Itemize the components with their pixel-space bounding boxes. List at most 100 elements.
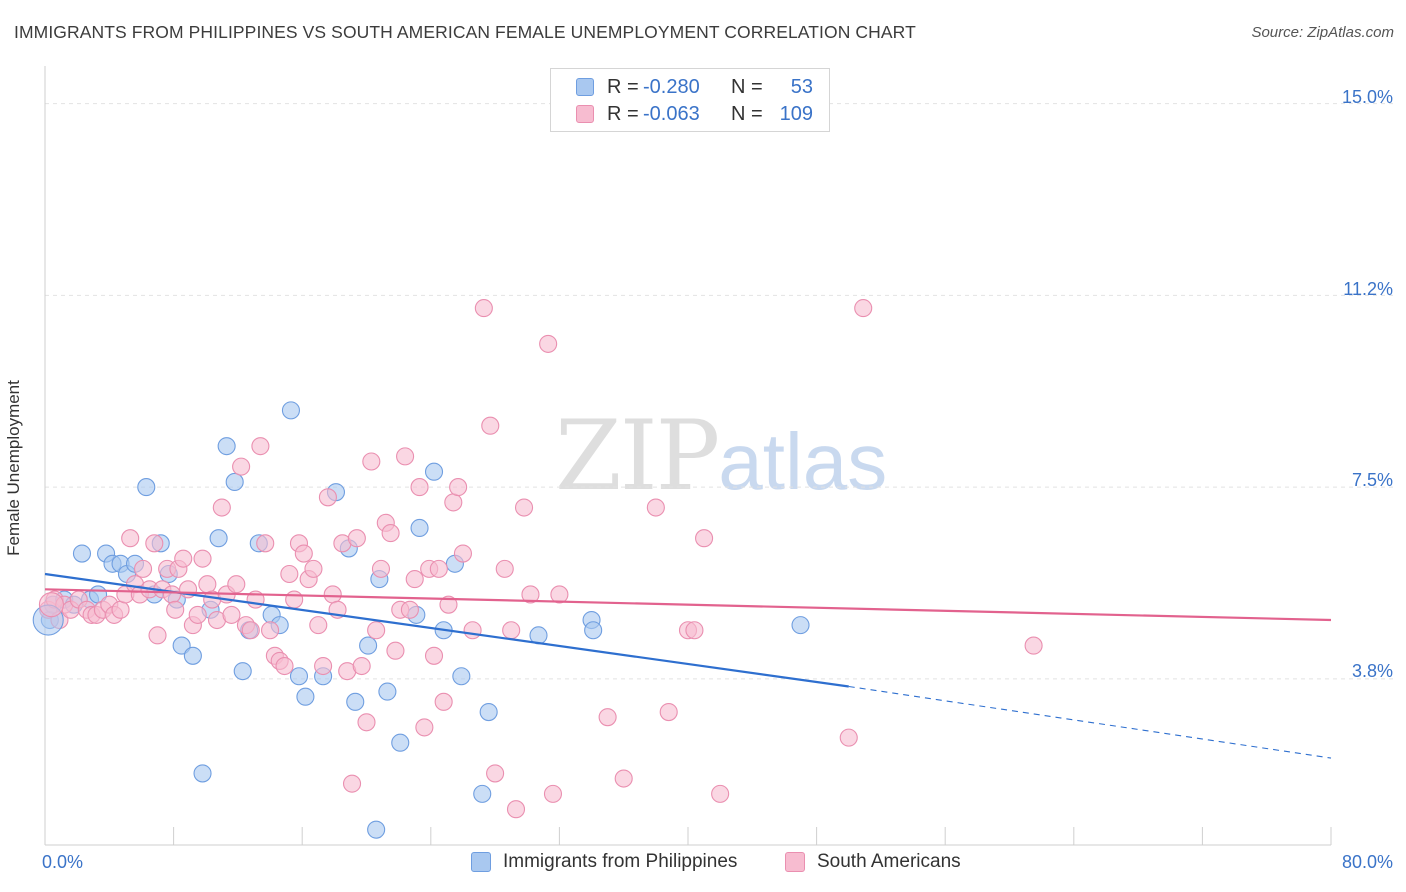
n-label: N = <box>731 75 763 98</box>
south-americans-point <box>434 692 453 711</box>
south-americans-point <box>685 621 704 640</box>
south-americans-point <box>854 299 873 318</box>
r-label: R = <box>607 75 639 98</box>
south-americans-point <box>256 534 275 553</box>
south-americans-point <box>162 585 182 604</box>
south-americans-point <box>514 498 534 517</box>
south-americans-point <box>309 616 328 635</box>
south-americans-point <box>275 656 294 676</box>
south-americans-point-large <box>38 592 64 618</box>
south-americans-point <box>543 784 563 803</box>
legend-label: South Americans <box>817 851 961 872</box>
south-americans-point <box>232 457 251 476</box>
philippines-point <box>473 784 492 803</box>
south-americans-point <box>400 600 419 619</box>
philippines-point <box>359 636 378 655</box>
legend-item-philippines: Immigrants from Philippines <box>471 851 737 873</box>
south-americans-point <box>222 605 241 624</box>
y-tick-label-15: 15.0% <box>1341 87 1393 107</box>
south-americans-point <box>598 708 617 727</box>
south-americans-point <box>695 529 714 548</box>
philippines-point <box>378 682 397 701</box>
south-americans-point <box>646 498 665 517</box>
philippines-point <box>391 733 410 752</box>
chart-title: IMMIGRANTS FROM PHILIPPINES VS SOUTH AME… <box>14 22 916 42</box>
south-americans-point <box>424 646 444 665</box>
south-americans-point <box>145 534 164 553</box>
south-americans-point <box>352 656 371 676</box>
philippines-point <box>172 636 191 655</box>
south-americans-point <box>260 621 280 640</box>
south-americans-point <box>386 641 405 660</box>
pink-swatch-icon <box>785 852 805 872</box>
south-americans-point <box>166 600 185 619</box>
philippines-trend-extension <box>848 685 1332 759</box>
philippines-point <box>584 621 603 640</box>
south-americans-point <box>449 478 468 497</box>
south-americans-point <box>188 605 207 624</box>
n-value: 53 <box>790 75 813 98</box>
south-americans-point <box>111 600 130 619</box>
r-value: -0.063 <box>643 102 700 125</box>
south-americans-point <box>280 564 299 584</box>
south-americans-point <box>227 575 246 594</box>
south-americans-point <box>371 559 391 578</box>
south-americans-point <box>463 621 482 640</box>
philippines-point <box>791 616 810 635</box>
south-americans-point <box>396 447 415 466</box>
n-label: N = <box>731 102 763 125</box>
south-americans-point <box>521 585 540 604</box>
philippines-point <box>72 544 92 563</box>
philippines-point <box>479 703 498 722</box>
philippines-point <box>217 437 236 456</box>
watermark-zip: ZIP <box>555 400 720 512</box>
south-americans-point <box>453 544 473 563</box>
philippines-point <box>233 662 252 681</box>
south-americans-point <box>659 703 678 722</box>
r-label: R = <box>607 102 639 125</box>
watermark: ZIPatlas <box>555 400 887 512</box>
south-americans-point <box>486 764 505 783</box>
philippines-trend-line <box>44 572 849 688</box>
south-americans-point <box>410 478 429 497</box>
south-americans-point <box>1024 636 1043 655</box>
philippines-point <box>346 692 365 711</box>
south-americans-point <box>304 559 323 578</box>
south-americans-point <box>251 437 270 456</box>
y-axis-label: Female Unemployment <box>4 380 23 556</box>
r-value: -0.280 <box>643 75 700 98</box>
south-americans-point <box>193 549 212 568</box>
south-americans-point <box>474 299 493 318</box>
correlation-legend: R = -0.280 N = 53 R = -0.063 N = 109 <box>550 68 830 132</box>
south-americans-point <box>439 595 458 614</box>
legend-label: Immigrants from Philippines <box>503 851 738 872</box>
series-legend: Immigrants from Philippines South Americ… <box>0 851 1406 877</box>
y-tick-label-3-8: 3.8% <box>1351 661 1393 681</box>
south-americans-point <box>405 570 424 589</box>
south-americans-point <box>285 590 304 609</box>
south-americans-point <box>502 621 521 640</box>
watermark-atlas: atlas <box>718 417 888 506</box>
south-americans-point <box>711 784 730 803</box>
south-americans-point <box>539 334 558 353</box>
philippines-point <box>281 401 300 420</box>
south-americans-point <box>550 585 569 604</box>
south-americans-point <box>342 774 362 793</box>
y-tick-label-11-2: 11.2% <box>1343 279 1393 299</box>
south-americans-point <box>241 621 260 640</box>
south-americans-point <box>381 524 400 543</box>
philippines-point <box>193 764 212 783</box>
south-americans-point <box>314 656 333 676</box>
philippines-point <box>289 667 309 686</box>
south-americans-point <box>429 559 448 578</box>
philippines-point <box>183 646 202 665</box>
south-americans-point <box>839 728 858 747</box>
south-americans-point <box>415 718 434 737</box>
south-americans-point <box>347 529 366 548</box>
south-americans-point <box>212 498 231 517</box>
south-americans-trend-line <box>44 588 1332 622</box>
n-value: 109 <box>779 102 813 125</box>
south-americans-point <box>506 800 526 819</box>
south-americans-point <box>444 493 463 512</box>
south-americans-point <box>323 585 342 604</box>
